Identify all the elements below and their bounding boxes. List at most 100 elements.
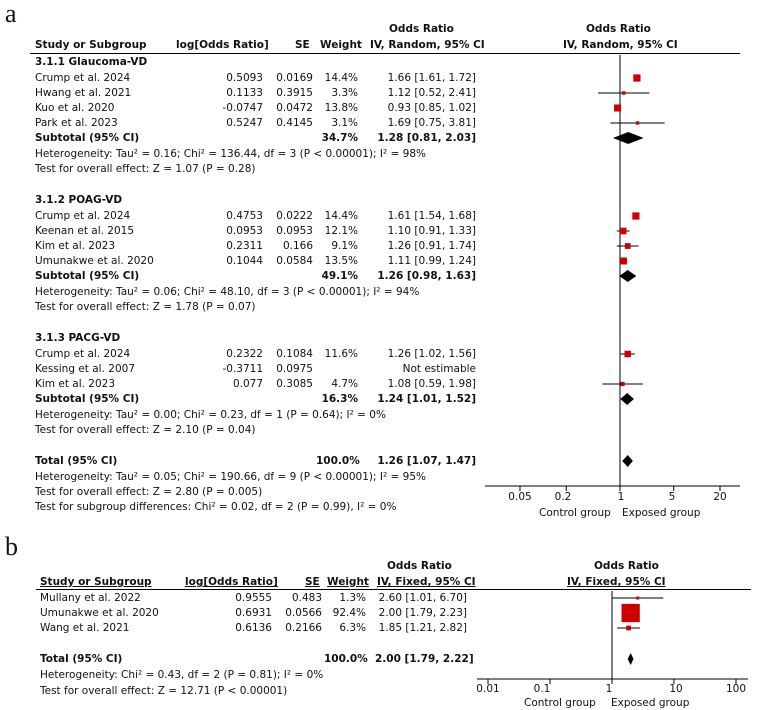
study-name: Umunakwe et al. 2020 [40,607,159,619]
study-name: Kessing et al. 2007 [35,363,136,375]
study-name: Umunakwe et al. 2020 [35,255,154,267]
axis-tick-label: 10 [669,683,683,695]
subtotal-label: Subtotal (95% CI) [35,393,140,405]
b-header-rule [36,589,751,590]
pooled-diamond [619,270,637,282]
study-logor: 0.1044 [226,255,263,267]
study-ci: 1.26 [0.91, 1.74] [387,240,476,252]
b-heterogeneity: Heterogeneity: Chi² = 0.43, df = 2 (P = … [40,669,324,681]
study-marker [619,257,627,265]
study-ci: 1.61 [1.54, 1.68] [387,210,476,222]
a-subgroup-3-title: 3.1.3 PACG-VD [35,332,121,344]
study-marker [620,381,625,387]
study-se: 0.0566 [285,607,322,619]
a-subgroup-2-overall: Test for overall effect: Z = 1.78 (P = 0… [35,301,256,313]
axis-tick-label: 1 [605,683,613,695]
axis-tick-label: 0.05 [508,491,532,503]
study-ci: 1.08 [0.59, 1.98] [387,378,476,390]
total-weight: 100.0% [316,455,360,467]
pooled-diamond [612,132,644,144]
study-ci: 0.93 [0.85, 1.02] [387,102,476,114]
a-total-heterogeneity: Heterogeneity: Tau² = 0.05; Chi² = 190.6… [35,471,427,483]
study-weight: 14.4% [324,210,358,222]
study-ci: 1.11 [0.99, 1.24] [387,255,476,267]
subtotal-weight: 34.7% [321,132,358,144]
subtotal-weight: 16.3% [321,393,358,405]
study-ci: 1.85 [1.21, 2.82] [378,622,467,634]
study-weight: 4.7% [331,378,358,390]
a-subgroup-2-heterogeneity: Heterogeneity: Tau² = 0.06; Chi² = 48.10… [35,286,420,298]
study-logor: 0.9555 [235,592,272,604]
study-se: 0.3915 [276,87,313,99]
study-weight: 11.6% [324,348,358,360]
study-weight: 3.3% [331,87,358,99]
study-marker [635,121,640,125]
study-weight: 3.1% [331,117,358,129]
study-marker [624,350,631,358]
study-logor: -0.3711 [222,363,263,375]
study-weight: 1.3% [339,592,366,604]
b-header-logor: log[Odds Ratio] [185,576,278,588]
total-label: Total (95% CI) [35,455,118,467]
study-name: Kuo et al. 2020 [35,102,115,114]
a-axis-left-label: Control group [539,507,611,519]
study-weight: 6.3% [339,622,366,634]
study-name: Kim et al. 2023 [35,378,116,390]
study-logor: 0.6136 [235,622,272,634]
pooled-diamond [627,653,634,665]
study-se: 0.1084 [276,348,313,360]
total-ci: 2.00 [1.79, 2.22] [375,653,474,665]
study-logor: 0.5093 [226,72,263,84]
study-se: 0.2166 [285,622,322,634]
study-name: Crump et al. 2024 [35,72,131,84]
study-ci: 1.66 [1.61, 1.72] [387,72,476,84]
study-weight: 14.4% [324,72,358,84]
a-header-se: SE [295,39,310,51]
a-header-plot-method: IV, Random, 95% CI [563,39,678,51]
axis-tick-label: 5 [668,491,676,503]
subtotal-label: Subtotal (95% CI) [35,132,140,144]
b-axis-left-label: Control group [524,697,596,709]
axis-tick-label: 0.2 [554,491,572,503]
study-se: 0.0222 [276,210,313,222]
study-logor: 0.2322 [226,348,263,360]
study-logor: 0.4753 [226,210,263,222]
study-logor: 0.2311 [226,240,263,252]
study-marker [619,227,627,235]
study-marker [621,603,640,623]
study-name: Hwang et al. 2021 [35,87,132,99]
study-weight: 92.4% [332,607,366,619]
subtotal-weight: 49.1% [321,270,358,282]
a-subgroup-3-heterogeneity: Heterogeneity: Tau² = 0.00; Chi² = 0.23,… [35,409,386,421]
a-subgroup-2-title: 3.1.2 POAG-VD [35,194,123,206]
total-label: Total (95% CI) [40,653,123,665]
study-marker [633,74,641,82]
pooled-diamond [622,455,633,467]
study-se: 0.3085 [276,378,313,390]
study-marker [626,625,631,631]
study-weight: 9.1% [331,240,358,252]
total-weight: 100.0% [324,653,368,665]
panel-b-letter: b [5,532,18,561]
a-plot-title: Odds Ratio [586,23,651,35]
study-name: Kim et al. 2023 [35,240,116,252]
study-name: Mullany et al. 2022 [40,592,141,604]
study-se: 0.0472 [276,102,313,114]
a-subgroup-1-title: 3.1.1 Glaucoma-VD [35,56,148,68]
b-header-plot-method: IV, Fixed, 95% CI [567,576,666,588]
study-weight: 12.1% [324,225,358,237]
a-subgroup-1-heterogeneity: Heterogeneity: Tau² = 0.16; Chi² = 136.4… [35,148,427,160]
study-ci: 1.69 [0.75, 3.81] [387,117,476,129]
a-subgroup-1-overall: Test for overall effect: Z = 1.07 (P = 0… [35,163,256,175]
study-ci: 2.00 [1.79, 2.23] [378,607,467,619]
study-se: 0.0953 [276,225,313,237]
study-marker [614,104,622,112]
study-logor: 0.0953 [226,225,263,237]
b-or-title: Odds Ratio [387,560,452,572]
axis-tick-label: 0.01 [476,683,500,695]
a-header-weight: Weight [320,39,362,51]
a-subgroup-3-overall: Test for overall effect: Z = 2.10 (P = 0… [35,424,256,436]
study-weight: 13.8% [324,102,358,114]
subtotal-label: Subtotal (95% CI) [35,270,140,282]
